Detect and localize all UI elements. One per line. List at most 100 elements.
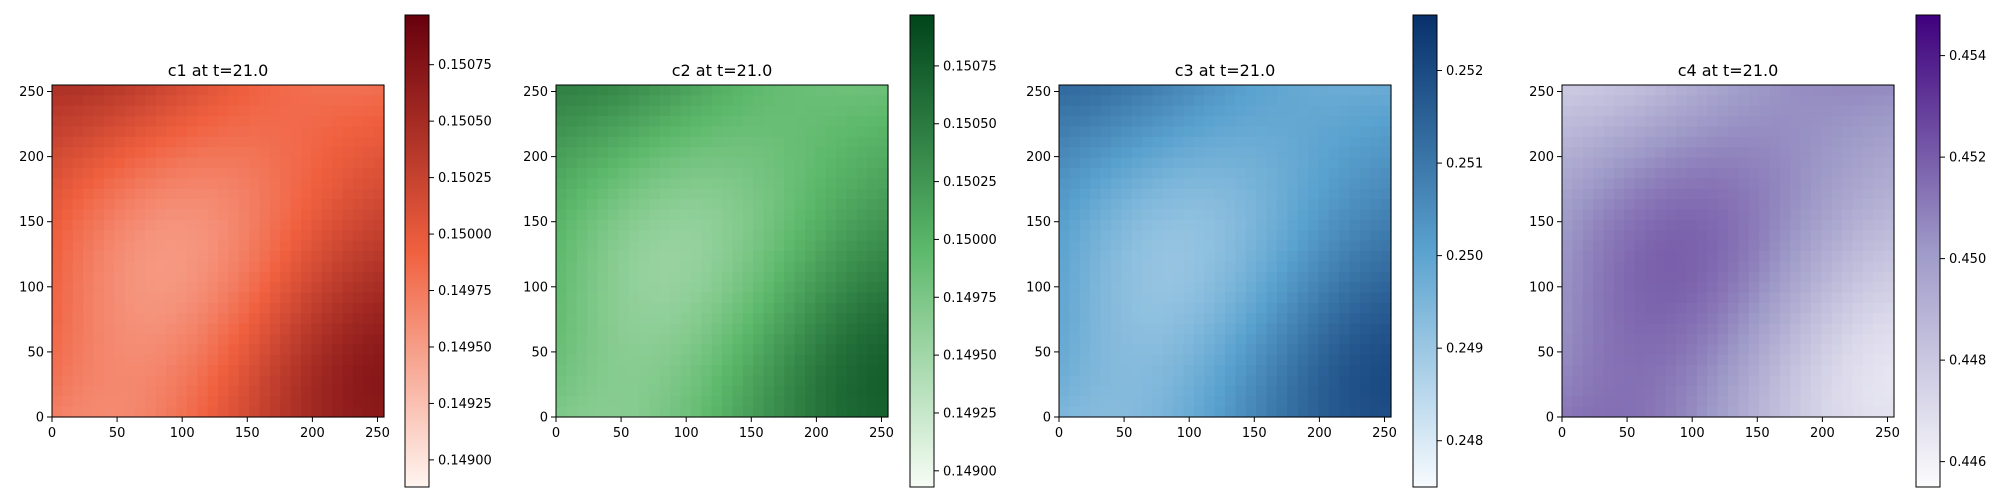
heatmap-cell: [1318, 313, 1330, 325]
heatmap-cell: [773, 199, 785, 211]
heatmap-cell: [1738, 85, 1750, 96]
heatmap-cell: [269, 354, 281, 366]
heatmap-cell: [680, 95, 692, 107]
heatmap-cell: [280, 292, 292, 304]
heatmap-cell: [72, 375, 84, 387]
heatmap-cell: [1696, 292, 1708, 304]
heatmap-cell: [556, 116, 567, 128]
heatmap-cell: [1593, 251, 1605, 262]
heatmap-cell: [753, 282, 765, 294]
heatmap-cell: [1297, 199, 1309, 211]
heatmap-cell: [836, 147, 848, 159]
heatmap-cell: [1759, 209, 1771, 221]
heatmap-cell: [1079, 147, 1091, 159]
heatmap-cell: [218, 136, 229, 148]
heatmap-cell: [1266, 95, 1278, 107]
heatmap-cell: [701, 116, 713, 128]
heatmap-cell: [155, 126, 167, 138]
heatmap-cell: [145, 157, 157, 169]
heatmap-cell: [1308, 188, 1319, 200]
heatmap-cell: [218, 251, 229, 262]
heatmap-cell: [1634, 105, 1646, 117]
heatmap-cell: [597, 344, 609, 356]
heatmap-cell: [1266, 261, 1278, 273]
heatmap-cell: [1090, 334, 1102, 345]
heatmap-cell: [1121, 240, 1133, 252]
heatmap-cell: [701, 261, 713, 273]
heatmap-cell: [145, 313, 157, 325]
heatmap-cell: [1790, 188, 1802, 200]
heatmap-cell: [1873, 396, 1885, 408]
heatmap-cell: [649, 178, 661, 190]
heatmap-cell: [805, 261, 816, 273]
heatmap-cell: [124, 168, 136, 179]
heatmap-cell: [62, 230, 74, 242]
colorbar: [404, 14, 430, 488]
heatmap-cell: [321, 302, 333, 314]
heatmap-cell: [1790, 406, 1802, 418]
heatmap-cell: [856, 116, 868, 128]
heatmap-cell: [103, 230, 115, 242]
heatmap-cell: [815, 219, 827, 231]
heatmap-cell: [321, 126, 333, 138]
heatmap-cell: [93, 344, 105, 356]
heatmap-cell: [249, 261, 261, 273]
heatmap-cell: [1142, 251, 1153, 262]
heatmap-cell: [1328, 199, 1340, 211]
heatmap-cell: [867, 178, 879, 190]
heatmap-cell: [1308, 240, 1319, 252]
heatmap-cell: [1308, 302, 1319, 314]
heatmap-cell: [1686, 261, 1698, 273]
heatmap-cell: [680, 168, 692, 179]
heatmap-cell: [1738, 282, 1750, 294]
heatmap-cell: [332, 271, 344, 283]
heatmap-cell: [228, 219, 240, 231]
heatmap-cell: [135, 95, 146, 107]
heatmap-cell: [145, 385, 157, 397]
heatmap-cell: [311, 126, 323, 138]
heatmap-cell: [1349, 396, 1361, 408]
heatmap-cell: [103, 157, 115, 169]
heatmap-cell: [52, 219, 63, 231]
heatmap-cell: [1842, 230, 1854, 242]
heatmap-cell: [114, 282, 126, 294]
heatmap-cell: [259, 95, 271, 107]
heatmap-cell: [1380, 209, 1392, 221]
heatmap-cell: [176, 136, 188, 148]
heatmap-cell: [1380, 105, 1392, 117]
heatmap-cell: [1380, 85, 1392, 96]
heatmap-cell: [1811, 375, 1822, 387]
heatmap-cell: [176, 240, 188, 252]
heatmap-cell: [1225, 385, 1236, 397]
heatmap-cell: [1831, 334, 1843, 345]
heatmap-cell: [1665, 313, 1677, 325]
heatmap-cell: [1152, 251, 1164, 262]
heatmap-cell: [1225, 209, 1236, 221]
heatmap-cell: [690, 344, 702, 356]
heatmap-cell: [1717, 147, 1729, 159]
heatmap-cell: [1069, 209, 1081, 221]
heatmap-cell: [1193, 157, 1205, 169]
heatmap-cell: [1328, 282, 1340, 294]
heatmap-cell: [659, 219, 671, 231]
heatmap-cell: [301, 188, 312, 200]
heatmap-cell: [301, 282, 312, 294]
heatmap-cell: [1256, 136, 1268, 148]
heatmap-cell: [1256, 375, 1268, 387]
heatmap-cell: [1152, 313, 1164, 325]
heatmap-cell: [825, 302, 837, 314]
heatmap-cell: [659, 126, 671, 138]
heatmap-cell: [1717, 396, 1729, 408]
heatmap-cell: [321, 105, 333, 117]
heatmap-cell: [1883, 271, 1895, 283]
heatmap-cell: [877, 219, 889, 231]
heatmap-cell: [753, 126, 765, 138]
heatmap-cell: [628, 354, 640, 366]
heatmap-cell: [93, 168, 105, 179]
heatmap-cell: [1235, 116, 1247, 128]
heatmap-cell: [877, 240, 889, 252]
heatmap-cell: [1800, 396, 1812, 408]
colorbar-tick-label: 0.15075: [943, 59, 997, 74]
heatmap-cell: [701, 354, 713, 366]
heatmap-cell: [197, 230, 209, 242]
